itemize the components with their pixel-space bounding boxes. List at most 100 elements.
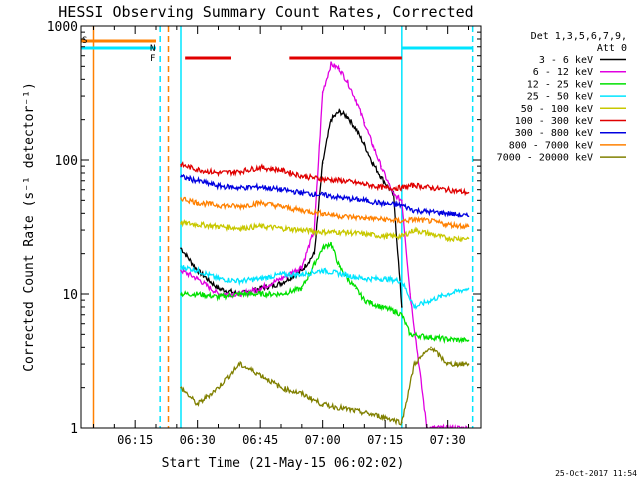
data-point (280, 273, 282, 276)
data-point (430, 299, 432, 301)
data-point (384, 416, 386, 419)
legend-label: 6 - 12 keV (533, 67, 593, 78)
data-point (467, 225, 470, 228)
data-point (259, 201, 261, 204)
data-point (342, 273, 345, 276)
data-point (217, 296, 220, 298)
data-point (321, 269, 324, 272)
data-point (413, 306, 416, 308)
data-point (259, 277, 261, 280)
data-point (196, 223, 199, 226)
data-point (413, 218, 416, 221)
series-line (180, 161, 469, 197)
data-point (413, 209, 416, 212)
data-point (413, 229, 416, 231)
data-point (392, 309, 395, 312)
data-point (446, 237, 449, 240)
data-point (196, 293, 199, 295)
data-point (180, 293, 182, 295)
legend-label: 7000 - 20000 keV (497, 153, 593, 164)
data-point (338, 110, 341, 113)
x-tick-label: 06:45 (242, 433, 278, 447)
data-point (338, 67, 341, 70)
data-point (467, 339, 470, 342)
data-point (446, 223, 449, 226)
x-tick-label: 07:30 (430, 433, 466, 447)
legend-label: 100 - 300 keV (515, 116, 593, 127)
series-line (180, 241, 469, 344)
data-point (363, 277, 366, 280)
data-point (280, 227, 282, 229)
data-point (180, 269, 182, 272)
series-line (180, 196, 470, 230)
data-point (384, 277, 386, 280)
legend-label: 50 - 100 keV (521, 104, 593, 115)
data-point (180, 386, 182, 389)
data-point (401, 235, 403, 237)
data-point (346, 116, 349, 118)
data-point (259, 166, 261, 169)
data-point (342, 407, 345, 410)
data-point (238, 187, 241, 189)
data-point (446, 338, 449, 340)
data-point (217, 287, 220, 290)
data-point (238, 205, 241, 208)
data-point (342, 179, 345, 182)
x-axis-label: Start Time (21-May-15 06:02:02) (162, 456, 405, 471)
data-point (413, 184, 416, 186)
data-point (401, 280, 403, 282)
y-tick-label: 100 (55, 154, 78, 169)
data-point (301, 175, 303, 177)
data-point (446, 293, 449, 295)
data-point (384, 203, 386, 205)
axis-ticks: 06:15 06:30 06:45 07:00 07:15 07:30 1 10 100 1000 (47, 20, 481, 447)
data-point (301, 287, 303, 290)
data-point (342, 231, 345, 233)
data-point (217, 172, 220, 174)
data-point (363, 217, 366, 219)
series-300-800-kev (180, 173, 470, 218)
data-point (280, 205, 282, 208)
data-point (196, 269, 199, 272)
data-point (446, 212, 449, 215)
data-point (196, 403, 199, 406)
data-point (426, 335, 428, 338)
data-point (238, 363, 241, 365)
data-point (301, 209, 303, 212)
data-point (301, 392, 303, 395)
data-point (467, 191, 470, 194)
data-point (280, 386, 282, 389)
data-point (321, 231, 324, 233)
data-point (196, 179, 199, 182)
data-point (330, 242, 332, 244)
data-point (467, 287, 470, 290)
data-point (196, 168, 199, 171)
x-tick-label: 07:15 (367, 433, 403, 447)
data-point (363, 299, 366, 301)
legend-label: 3 - 6 keV (539, 55, 593, 66)
data-point (430, 187, 432, 189)
data-point (401, 421, 403, 424)
data-point (321, 403, 324, 406)
data-point (392, 193, 395, 196)
data-point (380, 165, 382, 167)
chart-title: HESSI Observing Summary Count Rates, Cor… (58, 3, 473, 21)
data-point (467, 237, 470, 240)
data-point (363, 233, 366, 235)
data-point (321, 162, 324, 164)
data-point (380, 306, 382, 308)
data-point (280, 169, 282, 171)
y-tick-label: 1 (70, 422, 78, 437)
data-point (380, 175, 382, 178)
data-point (301, 265, 303, 268)
data-point (467, 215, 470, 218)
timestamp: 25-Oct-2017 11:54 (555, 469, 637, 478)
data-point (321, 193, 324, 196)
data-point (355, 99, 357, 101)
data-point (401, 204, 403, 206)
data-point (430, 211, 432, 213)
data-point (346, 81, 349, 84)
saa-flag-label: S (82, 36, 87, 46)
